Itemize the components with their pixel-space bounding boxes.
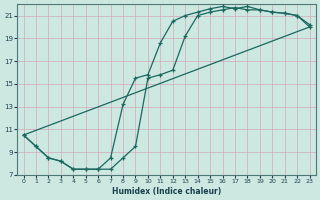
X-axis label: Humidex (Indice chaleur): Humidex (Indice chaleur) (112, 187, 221, 196)
